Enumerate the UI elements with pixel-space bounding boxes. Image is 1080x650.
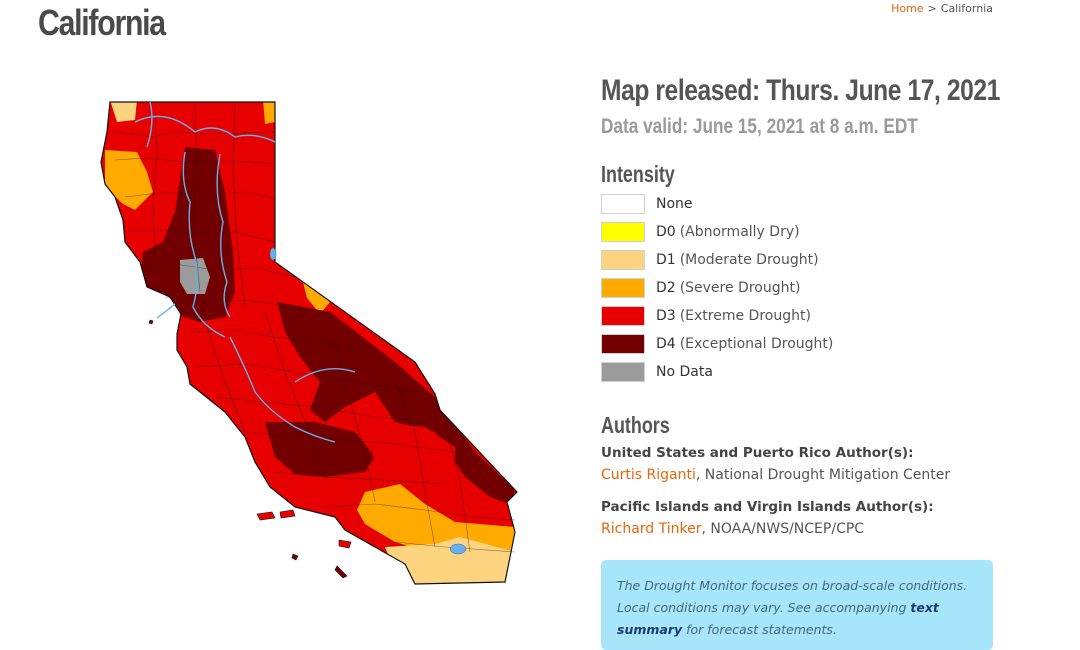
legend-code: D0 xyxy=(656,224,676,240)
drought-region-d1 xyxy=(385,537,515,584)
authors-heading: Authors xyxy=(601,412,670,438)
rivers xyxy=(134,101,356,443)
legend-swatch xyxy=(601,306,645,326)
data-valid-date: Data valid: June 15, 2021 at 8 a.m. EDT xyxy=(601,115,918,138)
author-line: Richard Tinker, NOAA/NWS/NCEP/CPC xyxy=(601,518,934,540)
legend-code: D3 xyxy=(656,308,676,324)
legend-swatch xyxy=(601,334,645,354)
legend-item: D1 (Moderate Drought) xyxy=(601,246,833,274)
note-text: The Drought Monitor focuses on broad-sca… xyxy=(617,578,968,615)
drought-map[interactable] xyxy=(95,92,535,592)
author-group: Pacific Islands and Virgin Islands Autho… xyxy=(601,496,934,540)
legend-swatch xyxy=(601,250,645,270)
intensity-legend: None D0 (Abnormally Dry) D1 (Moderate Drou… xyxy=(601,190,833,386)
drought-region-d1 xyxy=(110,102,137,122)
breadcrumb-home-link[interactable]: Home xyxy=(891,2,924,15)
map-released-date: Map released: Thurs. June 17, 2021 xyxy=(601,74,1000,107)
drought-region-d2 xyxy=(357,484,515,560)
author-name-link[interactable]: Curtis Riganti xyxy=(601,467,696,483)
legend-swatch xyxy=(601,362,645,382)
legend-desc: (Severe Drought) xyxy=(679,280,801,296)
intensity-heading: Intensity xyxy=(601,161,675,187)
legend-item: D4 (Exceptional Drought) xyxy=(601,330,833,358)
legend-item: D2 (Severe Drought) xyxy=(601,274,833,302)
text-summary-link[interactable]: text summary xyxy=(617,600,939,637)
lakes xyxy=(269,247,467,555)
legend-item: No Data xyxy=(601,358,833,386)
author-role: Pacific Islands and Virgin Islands Autho… xyxy=(601,499,934,515)
drought-region-d2 xyxy=(263,102,275,124)
drought-region-d3 xyxy=(370,422,455,502)
page-title: California xyxy=(38,2,166,43)
author-role: United States and Puerto Rico Author(s): xyxy=(601,445,914,461)
author-group: United States and Puerto Rico Author(s):… xyxy=(601,442,950,486)
breadcrumb-separator: > xyxy=(927,2,937,15)
breadcrumb-current: California xyxy=(940,2,993,15)
legend-desc: (Extreme Drought) xyxy=(679,308,811,324)
legend-code: D1 xyxy=(656,252,676,268)
legend-code: D4 xyxy=(656,336,676,352)
drought-region-d4 xyxy=(277,302,515,504)
legend-swatch xyxy=(601,194,645,214)
legend-code: None xyxy=(656,196,693,212)
drought-monitor-note: The Drought Monitor focuses on broad-sca… xyxy=(601,560,993,650)
county-boundaries xyxy=(114,103,516,553)
legend-code: No Data xyxy=(656,364,713,380)
legend-swatch xyxy=(601,222,645,242)
author-name-link[interactable]: Richard Tinker xyxy=(601,521,702,537)
legend-desc: (Exceptional Drought) xyxy=(679,336,834,352)
legend-swatch xyxy=(601,278,645,298)
state-border xyxy=(100,101,518,585)
legend-item: D3 (Extreme Drought) xyxy=(601,302,833,330)
legend-desc: (Moderate Drought) xyxy=(679,252,819,268)
drought-region-d4 xyxy=(265,422,375,477)
note-text-end: for forecast statements. xyxy=(682,622,837,637)
breadcrumb: Home > California xyxy=(891,2,993,15)
channel-islands xyxy=(148,319,352,579)
legend-item: None xyxy=(601,190,833,218)
drought-region-d4 xyxy=(140,147,235,322)
legend-desc: (Abnormally Dry) xyxy=(679,224,800,240)
author-line: Curtis Riganti, National Drought Mitigat… xyxy=(601,464,950,486)
legend-item: D0 (Abnormally Dry) xyxy=(601,218,833,246)
legend-code: D2 xyxy=(656,280,676,296)
author-org: , National Drought Mitigation Center xyxy=(695,467,951,483)
author-org: , NOAA/NWS/NCEP/CPC xyxy=(701,521,865,537)
drought-region-d2 xyxy=(303,282,330,314)
no-data-region xyxy=(180,258,210,294)
